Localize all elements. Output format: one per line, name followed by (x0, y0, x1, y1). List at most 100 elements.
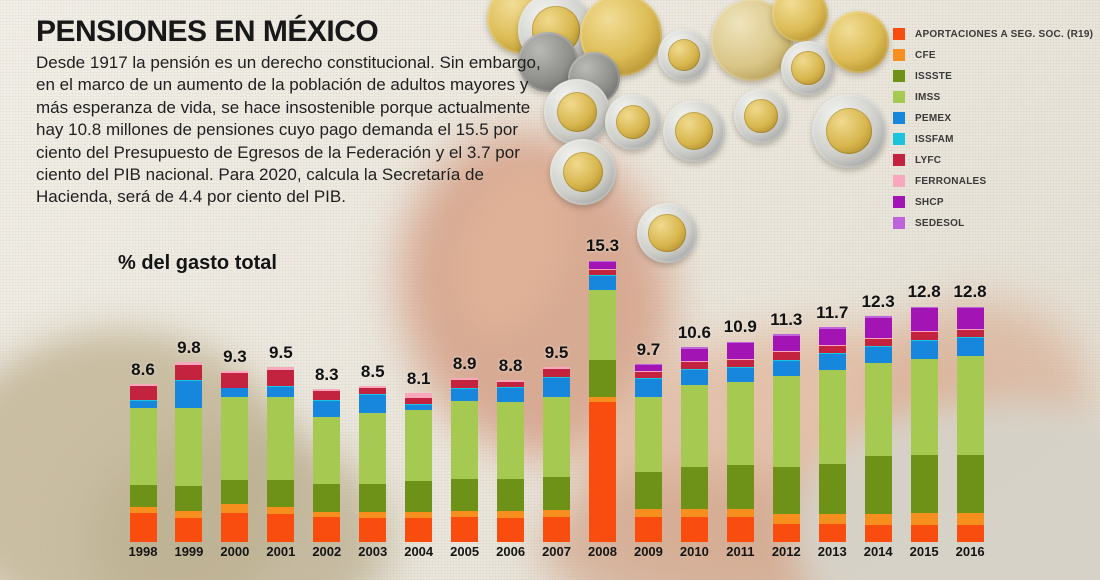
x-axis-label: 2010 (679, 544, 709, 559)
bar-segment-lyfc (359, 387, 387, 394)
coin-icon (734, 89, 788, 143)
bar-value-label: 11.7 (816, 302, 849, 322)
bar-segment-aportaciones-a-seg-soc-r19 (543, 517, 571, 542)
bar-segment-pemex (589, 276, 616, 290)
x-axis-label: 2001 (266, 544, 296, 559)
legend-swatch-icon (893, 49, 905, 61)
bar-segment-cfe (543, 509, 571, 518)
bar-segment-issste (772, 466, 800, 515)
legend-swatch-icon (893, 70, 905, 82)
legend-label: SHCP (915, 196, 944, 208)
bar-segment-issfam (129, 400, 157, 402)
bar-segment-pemex (359, 394, 387, 414)
bar-value-label: 11.3 (770, 310, 803, 330)
bar-segment-aportaciones-a-seg-soc-r19 (726, 517, 754, 542)
bar-segment-aportaciones-a-seg-soc-r19 (772, 523, 800, 542)
bar-segment-issfam (175, 380, 203, 382)
bar-segment-ferronales (772, 350, 800, 352)
bar-segment-shcp (634, 365, 662, 371)
bar-segment-issfam (910, 339, 938, 341)
bar-segment-lyfc (451, 380, 479, 389)
legend-label: IMSS (915, 91, 941, 103)
bar-segment-issste (864, 456, 892, 514)
x-axis-label: 2002 (312, 544, 342, 559)
bar-segment-cfe (864, 513, 892, 526)
legend-swatch-icon (893, 133, 905, 145)
legend-label: SEDESOL (915, 217, 965, 229)
bar-segment-ferronales (543, 367, 571, 370)
bar-segment-issfam (634, 378, 662, 380)
bar-segment-imss (864, 362, 892, 457)
coin-center-icon (674, 111, 714, 151)
bar-segment-aportaciones-a-seg-soc-r19 (175, 518, 203, 542)
bar-segment-aportaciones-a-seg-soc-r19 (589, 402, 616, 542)
bar-segment-lyfc (405, 397, 433, 405)
legend: APORTACIONES A SEG. SOC. (R19) CFE ISSSTE I… (893, 28, 1093, 229)
x-axis-label: 2008 (588, 544, 617, 559)
bar-value-label: 9.7 (636, 339, 661, 359)
bar-segment-aportaciones-a-seg-soc-r19 (313, 517, 341, 542)
bar-segment-issfam (589, 275, 616, 277)
bar-2016 (956, 306, 984, 542)
bar-segment-aportaciones-a-seg-soc-r19 (680, 517, 708, 542)
bar-segment-cfe (772, 514, 800, 524)
x-axis-label: 1999 (174, 544, 204, 559)
bar-value-label: 8.8 (498, 356, 523, 376)
coin-center-icon (791, 51, 825, 85)
legend-swatch-icon (893, 196, 905, 208)
bar-segment-issste (405, 481, 433, 512)
bar-segment-shcp (589, 262, 616, 269)
bar-segment-shcp (726, 343, 754, 359)
bar-segment-issste (359, 484, 387, 512)
bar-value-label: 12.8 (907, 282, 941, 302)
bar-segment-imss (910, 358, 938, 455)
legend-label: ISSSTE (915, 70, 953, 82)
bar-segment-imss (175, 407, 203, 486)
bar-segment-ferronales (359, 385, 387, 388)
bar-segment-pemex (313, 401, 341, 417)
bar-segment-sedesol (818, 326, 846, 329)
bar-segment-aportaciones-a-seg-soc-r19 (267, 514, 295, 542)
bar-segment-lyfc (726, 359, 754, 368)
bar-segment-issste (680, 466, 708, 509)
legend-label: PEMEX (915, 112, 952, 124)
bar-value-label: 9.5 (269, 343, 293, 363)
legend-swatch-icon (893, 154, 905, 166)
bar-segment-cfe (956, 512, 984, 525)
x-axis-label: 2007 (542, 544, 571, 559)
bar-2015 (910, 306, 938, 542)
bar-segment-imss (818, 370, 846, 464)
legend-label: ISSFAM (915, 133, 954, 145)
bar-segment-sedesol (634, 363, 662, 366)
bar-value-label: 9.8 (177, 337, 201, 357)
bar-segment-cfe (313, 511, 341, 518)
legend-swatch-icon (893, 175, 905, 187)
bar-segment-lyfc (910, 332, 938, 340)
bar-segment-cfe (680, 508, 708, 518)
bar-segment-issfam (405, 404, 433, 405)
bar-value-label: 8.9 (452, 354, 477, 374)
bar-segment-aportaciones-a-seg-soc-r19 (634, 517, 662, 542)
bar-2001 (267, 367, 295, 542)
bar-segment-lyfc (772, 351, 800, 360)
bar-value-label: 8.6 (131, 359, 155, 379)
bar-segment-aportaciones-a-seg-soc-r19 (221, 512, 249, 542)
bar-2004 (405, 393, 433, 542)
bar-segment-ferronales (818, 345, 846, 347)
bar-segment-lyfc (497, 381, 525, 388)
bar-segment-imss (680, 384, 708, 467)
bar-segment-ferronales (589, 268, 616, 270)
legend-swatch-icon (893, 28, 905, 40)
bar-2002 (313, 389, 341, 542)
bar-segment-sedesol (726, 341, 754, 344)
bar-segment-issfam (726, 367, 754, 369)
bar-segment-ferronales (680, 360, 708, 362)
bar-segment-imss (634, 396, 662, 473)
bar-segment-issste (589, 359, 616, 397)
coin-center-icon (744, 99, 778, 133)
bar-segment-issste (221, 480, 249, 505)
bar-value-label: 12.8 (953, 282, 987, 302)
bar-segment-cfe (634, 508, 662, 518)
bar-segment-issfam (956, 336, 984, 338)
bar-segment-ferronales (634, 370, 662, 372)
